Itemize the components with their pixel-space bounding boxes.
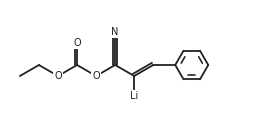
Text: O: O xyxy=(92,71,100,81)
Text: O: O xyxy=(73,38,81,48)
Text: Li: Li xyxy=(130,91,138,101)
Text: O: O xyxy=(54,71,62,81)
Text: N: N xyxy=(111,27,119,37)
